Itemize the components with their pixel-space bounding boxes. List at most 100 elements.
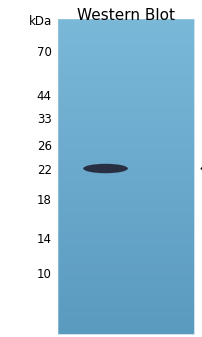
Text: 10: 10 [37, 268, 52, 281]
Text: 44: 44 [37, 90, 52, 102]
Bar [58, 299, 193, 301]
Bar [58, 160, 193, 162]
Bar [58, 97, 193, 99]
Bar [58, 19, 193, 334]
Bar [58, 67, 193, 69]
Bar [58, 170, 193, 171]
Bar [58, 133, 193, 135]
Bar [58, 203, 193, 205]
Bar [58, 40, 193, 42]
Bar [58, 132, 193, 133]
Bar [58, 61, 193, 63]
Bar [58, 159, 193, 160]
Bar [58, 157, 193, 159]
Bar [58, 20, 193, 22]
Bar [58, 162, 193, 163]
Bar [58, 323, 193, 324]
Bar [58, 145, 193, 146]
Bar [58, 93, 193, 94]
Bar [58, 176, 193, 178]
Bar [58, 297, 193, 299]
Bar [58, 79, 193, 80]
Bar [58, 69, 193, 70]
Bar [58, 253, 193, 255]
Bar [58, 66, 193, 67]
Bar [58, 198, 193, 200]
Bar [58, 175, 193, 176]
Bar [58, 123, 193, 124]
Text: kDa: kDa [28, 16, 52, 28]
Bar [58, 80, 193, 82]
Bar [58, 55, 193, 56]
Bar [58, 312, 193, 313]
Text: 14: 14 [37, 233, 52, 246]
Bar [58, 85, 193, 86]
Bar [58, 60, 193, 61]
Bar [58, 107, 193, 108]
Bar [58, 135, 193, 137]
Bar [58, 275, 193, 277]
Bar [58, 179, 193, 181]
Bar [58, 201, 193, 203]
Bar [58, 116, 193, 118]
Bar [58, 305, 193, 307]
Bar [58, 238, 193, 239]
Bar [58, 214, 193, 215]
Bar [58, 140, 193, 142]
Text: ← 23kDa: ← 23kDa [199, 163, 202, 174]
Bar [58, 94, 193, 96]
Bar [58, 326, 193, 327]
Bar [58, 74, 193, 75]
Bar [58, 127, 193, 129]
Bar [58, 178, 193, 179]
Bar [58, 30, 193, 31]
Bar [58, 22, 193, 23]
Bar [58, 115, 193, 116]
Bar [58, 319, 193, 321]
Bar [58, 212, 193, 214]
Bar [58, 173, 193, 175]
Bar [58, 182, 193, 184]
Bar [58, 142, 193, 143]
Bar [58, 229, 193, 231]
Bar [58, 259, 193, 261]
Bar [58, 266, 193, 268]
Bar [58, 209, 193, 211]
Bar [58, 113, 193, 115]
Bar [58, 225, 193, 226]
Bar [58, 28, 193, 30]
Bar [58, 196, 193, 198]
Bar [58, 302, 193, 304]
Bar [58, 242, 193, 244]
Bar [58, 26, 193, 28]
Bar [58, 83, 193, 85]
Bar [58, 121, 193, 123]
Bar [58, 58, 193, 60]
Bar [58, 208, 193, 209]
Bar [58, 282, 193, 283]
Bar [58, 296, 193, 297]
Bar [58, 25, 193, 26]
Bar [58, 102, 193, 103]
Bar [58, 45, 193, 47]
Text: 33: 33 [37, 113, 52, 126]
Bar [58, 129, 193, 130]
Bar [58, 231, 193, 233]
Bar [58, 34, 193, 36]
Bar [58, 63, 193, 64]
Bar [58, 36, 193, 37]
Bar [58, 274, 193, 275]
Bar [58, 187, 193, 189]
Bar [58, 223, 193, 225]
Bar [58, 255, 193, 256]
Text: 22: 22 [37, 164, 52, 177]
Bar [58, 264, 193, 266]
Bar [58, 331, 193, 332]
Bar [58, 86, 193, 88]
Bar [58, 228, 193, 229]
Bar [58, 49, 193, 50]
Bar [58, 304, 193, 305]
Bar [58, 315, 193, 316]
Bar [58, 37, 193, 39]
Bar [58, 247, 193, 249]
